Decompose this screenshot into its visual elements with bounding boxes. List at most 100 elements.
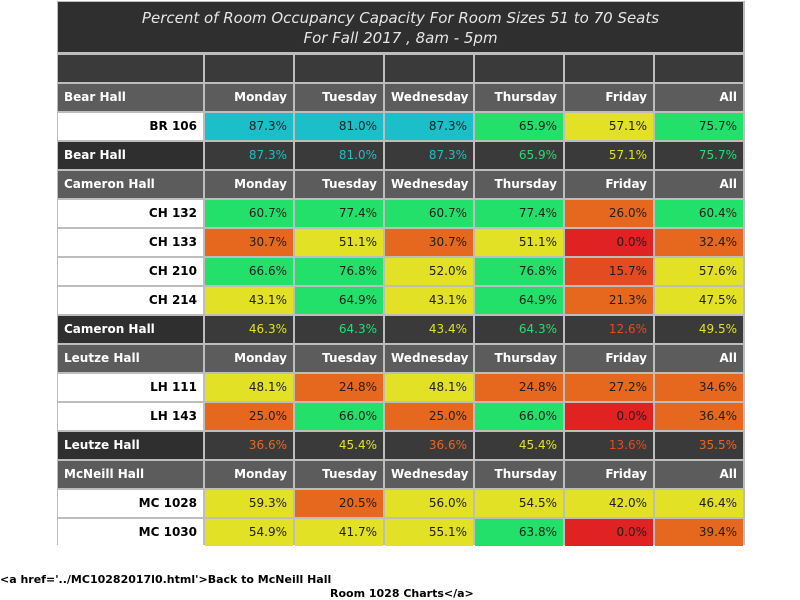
hall-total-cell: 64.3% [475, 316, 563, 343]
occupancy-cell: 54.5% [475, 490, 563, 517]
occupancy-cell: 76.8% [295, 258, 383, 285]
occupancy-cell: 76.8% [475, 258, 563, 285]
hall-header-label: Bear Hall [58, 84, 203, 111]
occupancy-cell: 15.7% [565, 258, 653, 285]
hall-total-cell: 75.7% [655, 142, 743, 169]
occupancy-cell: 54.9% [205, 519, 293, 546]
column-header-tuesday: Tuesday [295, 345, 383, 372]
column-header-all: All [655, 345, 743, 372]
footer-link-text-1[interactable]: <a href='../MC10282017l0.html'>Back to M… [0, 573, 332, 586]
column-header-monday: Monday [205, 171, 293, 198]
occupancy-cell: 52.0% [385, 258, 473, 285]
occupancy-cell: 57.6% [655, 258, 743, 285]
hall-total-cell: 46.3% [205, 316, 293, 343]
occupancy-cell: 56.0% [385, 490, 473, 517]
column-header-wednesday: Wednesday [385, 171, 473, 198]
room-label: BR 106 [58, 113, 203, 140]
occupancy-cell: 34.6% [655, 374, 743, 401]
hall-header-label: Cameron Hall [58, 171, 203, 198]
occupancy-cell: 32.4% [655, 229, 743, 256]
hall-header-label: Leutze Hall [58, 345, 203, 372]
blank-header-cell [655, 55, 743, 82]
occupancy-cell: 24.8% [295, 374, 383, 401]
column-header-all: All [655, 84, 743, 111]
occupancy-cell: 64.9% [475, 287, 563, 314]
hall-header-label: McNeill Hall [58, 461, 203, 488]
occupancy-cell: 77.4% [295, 200, 383, 227]
hall-total-cell: 65.9% [475, 142, 563, 169]
occupancy-cell: 36.4% [655, 403, 743, 430]
occupancy-cell: 57.1% [565, 113, 653, 140]
column-header-monday: Monday [205, 345, 293, 372]
occupancy-cell: 41.7% [295, 519, 383, 546]
hall-total-cell: 35.5% [655, 432, 743, 459]
blank-header-cell [295, 55, 383, 82]
occupancy-cell: 46.4% [655, 490, 743, 517]
room-label: CH 214 [58, 287, 203, 314]
hall-total-cell: 45.4% [295, 432, 383, 459]
column-header-all: All [655, 461, 743, 488]
occupancy-cell: 59.3% [205, 490, 293, 517]
column-header-tuesday: Tuesday [295, 84, 383, 111]
column-header-all: All [655, 171, 743, 198]
hall-total-label: Leutze Hall [58, 432, 203, 459]
column-header-tuesday: Tuesday [295, 171, 383, 198]
hall-total-cell: 36.6% [205, 432, 293, 459]
column-header-wednesday: Wednesday [385, 461, 473, 488]
footer-link-text-2[interactable]: Room 1028 Charts</a> [330, 587, 474, 600]
occupancy-cell: 47.5% [655, 287, 743, 314]
occupancy-cell: 24.8% [475, 374, 563, 401]
room-label: CH 210 [58, 258, 203, 285]
column-header-monday: Monday [205, 84, 293, 111]
occupancy-cell: 63.8% [475, 519, 563, 546]
column-header-friday: Friday [565, 84, 653, 111]
room-label: LH 143 [58, 403, 203, 430]
blank-header-cell [58, 55, 203, 82]
hall-total-cell: 45.4% [475, 432, 563, 459]
room-label: MC 1030 [58, 519, 203, 546]
report-title: Percent of Room Occupancy Capacity For R… [58, 2, 743, 52]
room-label: CH 133 [58, 229, 203, 256]
title-line-1: Percent of Room Occupancy Capacity For R… [141, 9, 660, 27]
hall-total-cell: 87.3% [205, 142, 293, 169]
occupancy-cell: 64.9% [295, 287, 383, 314]
occupancy-cell: 60.4% [655, 200, 743, 227]
hall-total-cell: 64.3% [295, 316, 383, 343]
hall-total-cell: 13.6% [565, 432, 653, 459]
occupancy-cell: 39.4% [655, 519, 743, 546]
column-header-thursday: Thursday [475, 84, 563, 111]
occupancy-cell: 66.0% [475, 403, 563, 430]
hall-total-label: Bear Hall [58, 142, 203, 169]
blank-header-cell [475, 55, 563, 82]
occupancy-cell: 30.7% [385, 229, 473, 256]
occupancy-cell: 43.1% [205, 287, 293, 314]
occupancy-cell: 51.1% [475, 229, 563, 256]
hall-total-cell: 12.6% [565, 316, 653, 343]
occupancy-cell: 0.0% [565, 403, 653, 430]
column-header-friday: Friday [565, 345, 653, 372]
column-header-friday: Friday [565, 461, 653, 488]
blank-header-cell [565, 55, 653, 82]
occupancy-cell: 21.3% [565, 287, 653, 314]
occupancy-cell: 51.1% [295, 229, 383, 256]
room-label: MC 1028 [58, 490, 203, 517]
room-label: LH 111 [58, 374, 203, 401]
occupancy-cell: 27.2% [565, 374, 653, 401]
occupancy-cell: 60.7% [205, 200, 293, 227]
occupancy-cell: 48.1% [205, 374, 293, 401]
occupancy-cell: 77.4% [475, 200, 563, 227]
occupancy-cell: 25.0% [205, 403, 293, 430]
column-header-monday: Monday [205, 461, 293, 488]
occupancy-cell: 26.0% [565, 200, 653, 227]
occupancy-cell: 87.3% [205, 113, 293, 140]
occupancy-cell: 42.0% [565, 490, 653, 517]
hall-total-cell: 81.0% [295, 142, 383, 169]
occupancy-cell: 0.0% [565, 229, 653, 256]
occupancy-cell: 48.1% [385, 374, 473, 401]
column-header-thursday: Thursday [475, 345, 563, 372]
occupancy-cell: 66.0% [295, 403, 383, 430]
column-header-thursday: Thursday [475, 171, 563, 198]
occupancy-cell: 60.7% [385, 200, 473, 227]
occupancy-cell: 81.0% [295, 113, 383, 140]
hall-total-label: Cameron Hall [58, 316, 203, 343]
